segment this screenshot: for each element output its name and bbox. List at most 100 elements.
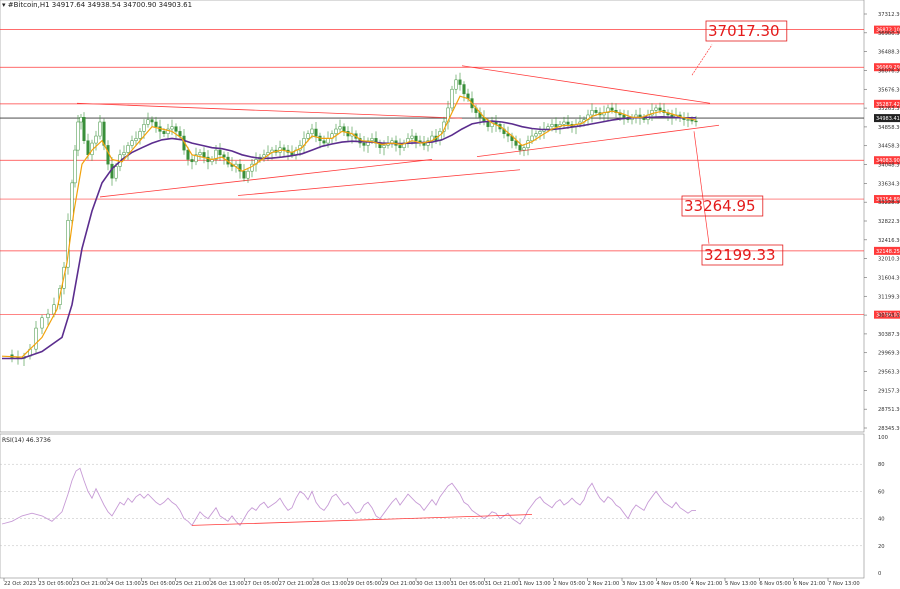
candle-body xyxy=(342,126,346,132)
time-tick-label: 6 Nov 21:00 xyxy=(794,581,826,585)
candle-body xyxy=(658,107,662,111)
candle-body xyxy=(73,149,77,184)
candle-body xyxy=(410,135,414,139)
candle-body xyxy=(146,119,150,125)
candle-body xyxy=(594,110,598,113)
symbol-info: ▾ #Bitcoin,H1 34917.64 34938.54 34700.90… xyxy=(2,1,192,9)
rsi-panel: 100 80 60 40 20 0 xyxy=(0,435,888,577)
price-tick-label: 36488.30 xyxy=(878,50,900,56)
ma-fast-line xyxy=(1,95,697,358)
price-tick-label: 30793.30 xyxy=(878,313,900,319)
candle-body xyxy=(538,131,542,134)
target-up-label: 37017.30 xyxy=(708,22,780,40)
candle-body xyxy=(138,131,142,139)
level-tag xyxy=(874,25,900,34)
time-tick-label: 6 Nov 05:00 xyxy=(759,581,791,585)
candle-body xyxy=(686,119,690,121)
rsi-panel-border xyxy=(0,433,865,579)
candle-body xyxy=(174,126,178,132)
trendline xyxy=(99,159,433,198)
target-box xyxy=(701,244,784,266)
time-tick-label: 1 Nov 13:00 xyxy=(519,581,551,585)
price-tick-label: 32010.30 xyxy=(878,257,900,263)
candle-body xyxy=(462,84,466,95)
level-tag-label: 32148.25 xyxy=(876,249,900,255)
trendline xyxy=(237,169,521,196)
level-tag-label: 30786.03 xyxy=(876,313,900,319)
level-tag xyxy=(874,63,900,72)
rsi-label: RSI(14) 46.3736 xyxy=(2,437,51,444)
candle-body xyxy=(40,317,44,329)
candle-body xyxy=(338,126,342,130)
time-tick-label: 3 Nov 13:00 xyxy=(622,581,654,585)
candle-body xyxy=(606,107,610,113)
time-tick-label: 31 Oct 05:00 xyxy=(450,581,484,585)
candle-body xyxy=(694,120,698,123)
candle-body xyxy=(242,170,246,179)
candle-body xyxy=(162,131,166,134)
rsi-scale-label: 0 xyxy=(878,571,881,577)
candle-body xyxy=(486,121,490,127)
candle-body xyxy=(82,117,86,141)
price-targets: 37017.30 33264.95 32199.33 xyxy=(681,20,788,266)
price-tick-label: 29969.30 xyxy=(878,351,900,357)
candle-body xyxy=(490,121,494,127)
candle-body xyxy=(382,145,386,148)
trendlines xyxy=(76,44,720,244)
candle-body xyxy=(334,128,338,134)
candle-body xyxy=(194,154,198,163)
time-tick-label: 26 Oct 13:00 xyxy=(210,581,244,585)
candle-body xyxy=(214,149,218,160)
rsi-scale-label: 60 xyxy=(878,489,885,495)
time-tick-label: 4 Nov 05:00 xyxy=(656,581,688,585)
level-tag-label: 34983.41 xyxy=(876,116,900,122)
candle-body xyxy=(218,149,222,156)
candle-body xyxy=(46,313,50,319)
rsi-info: RSI(14) 46.3736 xyxy=(2,437,51,444)
level-tag xyxy=(874,246,900,255)
symbol-label: #Bitcoin,H1 xyxy=(7,1,50,9)
candle-body xyxy=(322,140,326,144)
level-tag-label: 33254.89 xyxy=(876,197,900,203)
projection-down xyxy=(693,131,710,244)
candle-body xyxy=(526,140,530,148)
price-tick-label: 29157.30 xyxy=(878,388,900,394)
candle-body xyxy=(170,126,174,130)
level-tag xyxy=(874,99,900,108)
trendline xyxy=(76,102,463,119)
level-tag xyxy=(874,114,900,123)
candle-body xyxy=(262,154,266,158)
candle-body xyxy=(554,124,558,127)
candle-body xyxy=(98,121,102,137)
horizontal-levels: 36872.10 36069.29 35287.42 34983.41 34083.90… xyxy=(0,25,900,319)
candle-body xyxy=(370,138,374,141)
candle-body xyxy=(550,124,554,127)
level-tag-label: 36872.10 xyxy=(876,28,900,34)
dropdown-icon[interactable]: ▾ xyxy=(2,1,6,9)
projection-up xyxy=(691,44,713,76)
time-tick-label: 28 Oct 13:00 xyxy=(313,581,347,585)
candle-body xyxy=(238,163,242,172)
level-tag xyxy=(874,156,900,165)
price-tick-label: 34048.30 xyxy=(878,163,900,169)
candle-body xyxy=(122,152,126,156)
candle-body xyxy=(654,107,658,111)
candle-body xyxy=(534,133,538,137)
target-box xyxy=(705,20,788,42)
candle-body xyxy=(310,128,314,134)
price-tick-label: 33634.30 xyxy=(878,181,900,187)
rsi-scale-label: 40 xyxy=(878,517,885,523)
candle-body xyxy=(114,166,118,179)
candle-body xyxy=(202,152,206,158)
price-tick-label: 35676.30 xyxy=(878,87,900,93)
candle-body xyxy=(70,182,74,221)
ohlc-label: 34917.64 34938.54 34700.90 34903.61 xyxy=(51,1,193,9)
price-tick-label: 31199.30 xyxy=(878,294,900,300)
candlestick-series xyxy=(10,72,698,367)
price-tick-label: 36900.30 xyxy=(878,31,900,37)
candle-body xyxy=(398,145,402,148)
candle-body xyxy=(198,152,202,156)
rsi-scale-label: 20 xyxy=(878,544,885,550)
candle-body xyxy=(34,327,38,350)
